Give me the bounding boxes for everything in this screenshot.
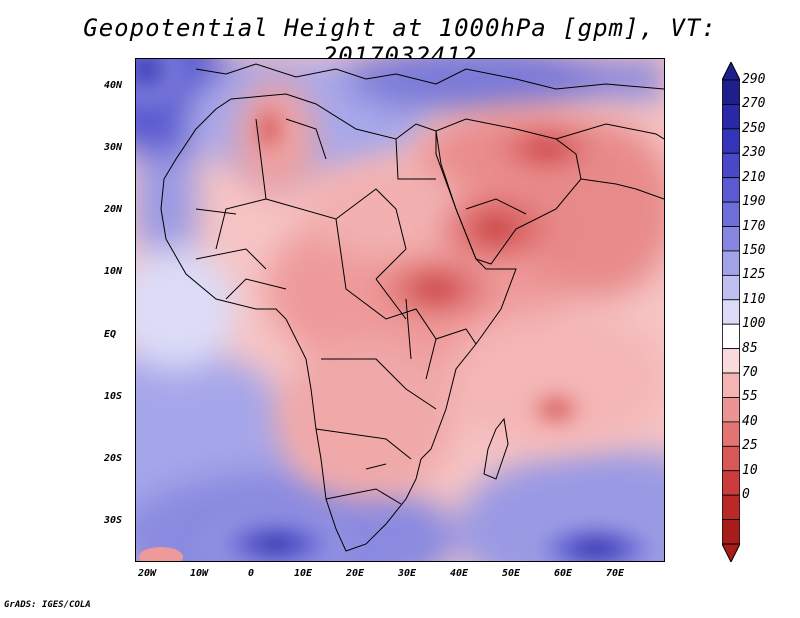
lon-label-0: 0 bbox=[247, 568, 255, 579]
colorbar-label: 0 bbox=[742, 487, 750, 503]
footer-credit: GrADS: IGES/COLA bbox=[4, 600, 91, 610]
colorbar-segment bbox=[722, 494, 740, 520]
colorbar-segment bbox=[722, 299, 740, 325]
lon-label-10e: 10E bbox=[293, 568, 313, 579]
colorbar-segment bbox=[722, 274, 740, 301]
lat-label-30n: 30N bbox=[104, 142, 123, 153]
map-canvas bbox=[136, 59, 664, 561]
colorbar-segment bbox=[722, 519, 740, 545]
colorbar-segment bbox=[722, 201, 740, 227]
lon-label-40e: 40E bbox=[449, 568, 469, 579]
colorbar-label: 85 bbox=[742, 340, 758, 356]
colorbar-label: 230 bbox=[742, 145, 766, 161]
lat-label-10s: 10S bbox=[104, 391, 123, 402]
colorbar-segment bbox=[722, 250, 740, 276]
colorbar-label: 250 bbox=[742, 120, 766, 136]
lon-label-10w: 10W bbox=[189, 568, 209, 579]
colorbar-segment bbox=[722, 470, 740, 496]
lat-label-40n: 40N bbox=[104, 80, 123, 91]
colorbar-label: 55 bbox=[742, 389, 758, 405]
colorbar-label: 270 bbox=[742, 96, 766, 112]
colorbar-segment bbox=[722, 152, 740, 179]
colorbar-segment bbox=[722, 372, 740, 398]
lat-label-eq: EQ bbox=[104, 329, 117, 340]
colorbar-label: 210 bbox=[742, 169, 766, 185]
colorbar-label: 125 bbox=[742, 267, 766, 283]
colorbar-label: 25 bbox=[742, 438, 758, 454]
colorbar-segment bbox=[722, 128, 740, 154]
colorbar-segment bbox=[722, 79, 740, 105]
lon-label-30e: 30E bbox=[397, 568, 417, 579]
colorbar-label: 290 bbox=[742, 72, 766, 87]
colorbar-scale bbox=[722, 62, 740, 562]
map-panel bbox=[135, 58, 665, 562]
colorbar-label: 40 bbox=[742, 413, 758, 429]
colorbar-label: 170 bbox=[742, 218, 766, 234]
colorbar-label: 100 bbox=[742, 316, 766, 332]
colorbar-label: 10 bbox=[742, 462, 758, 478]
colorbar-label: 70 bbox=[742, 365, 758, 381]
colorbar-top-arrow bbox=[722, 62, 740, 81]
lon-label-60e: 60E bbox=[553, 568, 573, 579]
chart-title: Geopotential Height at 1000hPa [gpm], VT… bbox=[83, 14, 717, 70]
colorbar: 290 270 250 230 210 190 170 150 125 110 100 85 70 55 4… bbox=[722, 62, 792, 562]
colorbar-segment bbox=[722, 323, 740, 350]
lon-label-70e: 70E bbox=[605, 568, 625, 579]
colorbar-segment bbox=[722, 397, 740, 423]
lon-label-20e: 20E bbox=[345, 568, 365, 579]
lat-label-20n: 20N bbox=[104, 204, 123, 215]
colorbar-label: 150 bbox=[742, 242, 766, 258]
coastlines bbox=[160, 63, 664, 552]
lat-label-30s: 30S bbox=[104, 515, 123, 526]
lat-label-10n: 10N bbox=[104, 266, 123, 277]
colorbar-segment bbox=[722, 104, 740, 130]
lon-label-50e: 50E bbox=[501, 568, 521, 579]
colorbar-label: 190 bbox=[742, 194, 766, 210]
colorbar-segment bbox=[722, 177, 740, 203]
colorbar-segment bbox=[722, 226, 740, 252]
colorbar-segment bbox=[722, 421, 740, 447]
colorbar-segment bbox=[722, 445, 740, 472]
colorbar-segment bbox=[722, 348, 740, 374]
lon-label-20w: 20W bbox=[137, 568, 157, 579]
lat-label-20s: 20S bbox=[104, 453, 123, 464]
colorbar-label: 110 bbox=[742, 291, 766, 307]
colorbar-bottom-arrow bbox=[722, 543, 740, 562]
